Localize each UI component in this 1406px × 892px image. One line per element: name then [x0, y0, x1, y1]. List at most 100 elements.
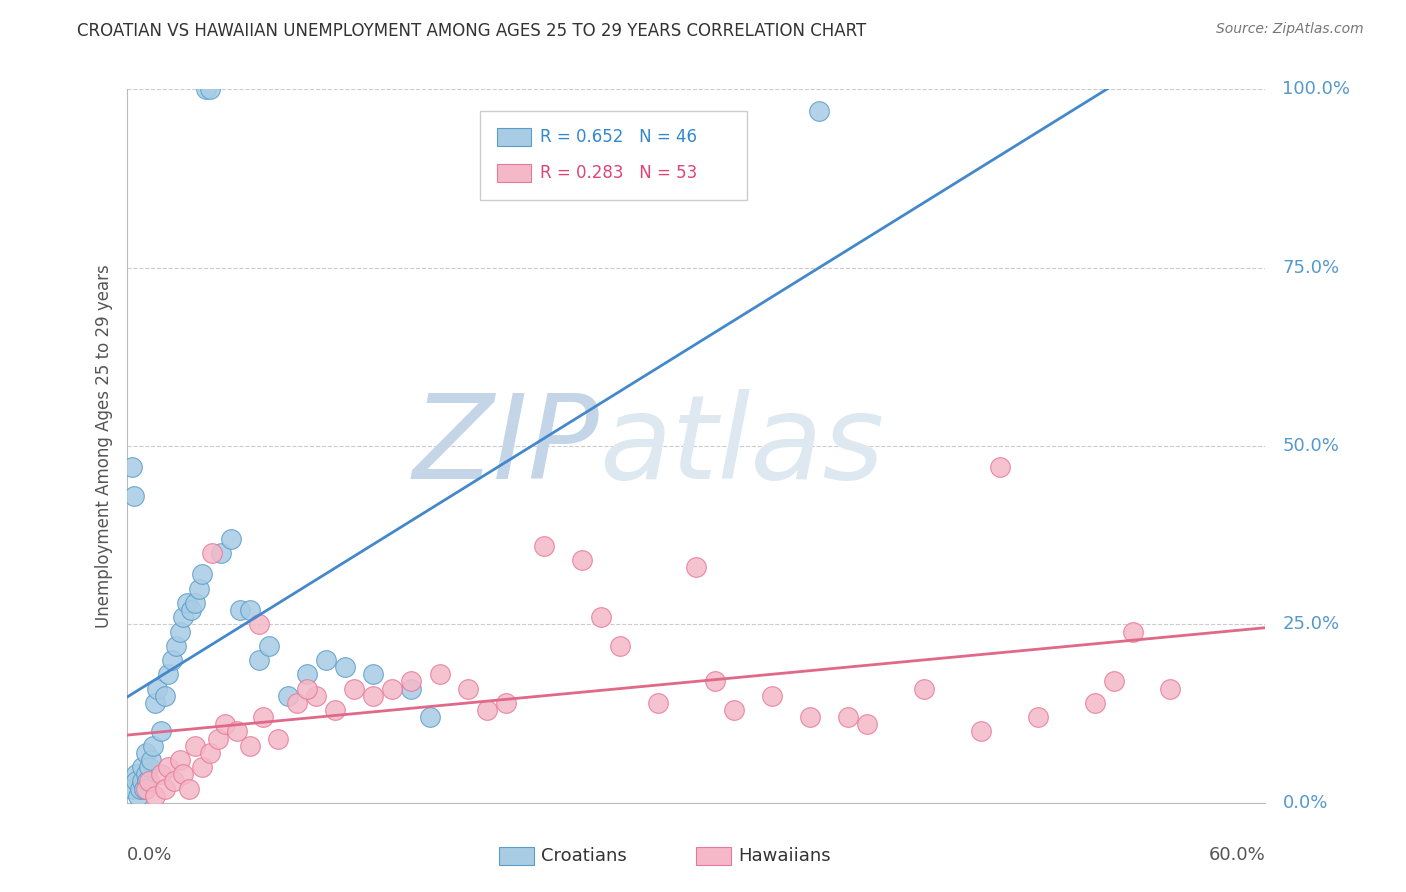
Text: CROATIAN VS HAWAIIAN UNEMPLOYMENT AMONG AGES 25 TO 29 YEARS CORRELATION CHART: CROATIAN VS HAWAIIAN UNEMPLOYMENT AMONG … — [77, 22, 866, 40]
Point — [207, 731, 229, 746]
Point — [363, 667, 385, 681]
Point — [184, 596, 207, 610]
Point — [172, 767, 194, 781]
Text: 50.0%: 50.0% — [1282, 437, 1340, 455]
Point — [131, 774, 153, 789]
Point — [401, 674, 423, 689]
Point — [184, 739, 207, 753]
Point — [149, 724, 172, 739]
Point — [187, 582, 209, 596]
Point — [135, 767, 156, 781]
Point — [1122, 624, 1144, 639]
Point — [131, 760, 153, 774]
Point — [142, 739, 165, 753]
Text: R = 0.283   N = 53: R = 0.283 N = 53 — [540, 164, 697, 182]
Point — [201, 546, 224, 560]
Point — [219, 532, 242, 546]
Point — [704, 674, 727, 689]
Point — [198, 82, 221, 96]
Point — [198, 746, 221, 760]
Point — [277, 689, 299, 703]
Point — [249, 617, 271, 632]
Point — [761, 689, 783, 703]
Point — [363, 689, 385, 703]
FancyBboxPatch shape — [479, 111, 747, 200]
Point — [970, 724, 993, 739]
Point — [163, 774, 186, 789]
Point — [533, 539, 555, 553]
Point — [1084, 696, 1107, 710]
Point — [343, 681, 366, 696]
Point — [141, 753, 163, 767]
Text: ZIP: ZIP — [412, 389, 599, 503]
Point — [257, 639, 280, 653]
Text: Hawaiians: Hawaiians — [738, 847, 831, 865]
Point — [1160, 681, 1182, 696]
Point — [153, 689, 176, 703]
Point — [179, 781, 201, 796]
Point — [239, 739, 262, 753]
Point — [333, 660, 356, 674]
Point — [191, 760, 214, 774]
Point — [315, 653, 337, 667]
Point — [191, 567, 214, 582]
Point — [988, 460, 1011, 475]
Point — [143, 696, 166, 710]
FancyBboxPatch shape — [496, 164, 531, 182]
Point — [685, 560, 707, 574]
Point — [855, 717, 877, 731]
Point — [165, 639, 187, 653]
Point — [157, 760, 180, 774]
Point — [381, 681, 404, 696]
Point — [239, 603, 262, 617]
Point — [401, 681, 423, 696]
Point — [128, 781, 150, 796]
Point — [138, 760, 160, 774]
FancyBboxPatch shape — [496, 128, 531, 146]
Point — [138, 774, 160, 789]
Text: 0.0%: 0.0% — [1282, 794, 1327, 812]
Y-axis label: Unemployment Among Ages 25 to 29 years: Unemployment Among Ages 25 to 29 years — [94, 264, 112, 628]
Text: 100.0%: 100.0% — [1282, 80, 1351, 98]
Point — [249, 653, 271, 667]
Point — [287, 696, 309, 710]
Point — [477, 703, 499, 717]
Point — [305, 689, 328, 703]
Point — [1026, 710, 1049, 724]
Point — [1102, 674, 1125, 689]
Point — [132, 781, 155, 796]
Point — [176, 596, 198, 610]
Point — [195, 82, 218, 96]
Point — [229, 603, 252, 617]
Point — [808, 103, 831, 118]
Text: Croatians: Croatians — [541, 847, 627, 865]
Point — [323, 703, 347, 717]
Point — [225, 724, 247, 739]
Text: 75.0%: 75.0% — [1282, 259, 1340, 277]
Point — [135, 781, 156, 796]
Point — [214, 717, 236, 731]
Point — [252, 710, 274, 724]
Point — [647, 696, 669, 710]
Text: Source: ZipAtlas.com: Source: ZipAtlas.com — [1216, 22, 1364, 37]
Point — [127, 789, 149, 803]
Point — [180, 603, 202, 617]
Point — [160, 653, 183, 667]
Point — [495, 696, 517, 710]
Text: atlas: atlas — [599, 389, 884, 503]
Text: 0.0%: 0.0% — [127, 846, 172, 863]
Point — [799, 710, 821, 724]
Text: R = 0.652   N = 46: R = 0.652 N = 46 — [540, 128, 697, 146]
Point — [419, 710, 441, 724]
Point — [295, 667, 318, 681]
Point — [121, 460, 143, 475]
Point — [125, 767, 148, 781]
Text: 60.0%: 60.0% — [1209, 846, 1265, 863]
Point — [122, 489, 145, 503]
Point — [169, 753, 191, 767]
Point — [837, 710, 859, 724]
Point — [146, 681, 169, 696]
Point — [591, 610, 613, 624]
Point — [157, 667, 180, 681]
Point — [609, 639, 631, 653]
